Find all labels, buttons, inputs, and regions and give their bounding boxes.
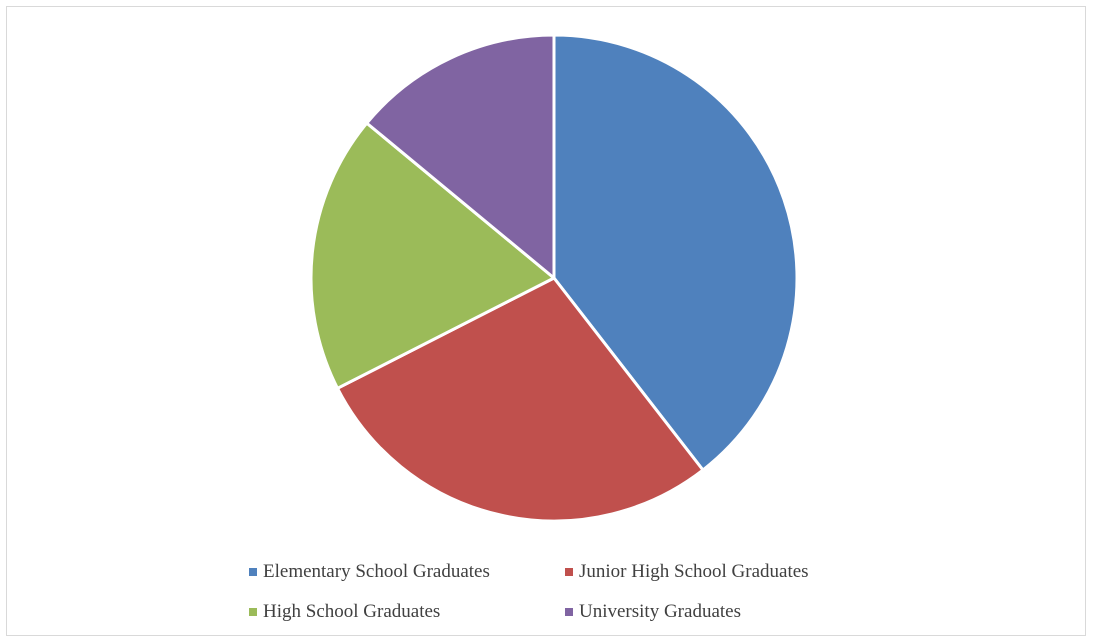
pie-slice-elementary — [552, 33, 799, 472]
pie-slice-high-school — [309, 121, 556, 390]
pie-slice-junior-high — [335, 276, 705, 523]
pie-slice-university — [365, 33, 556, 280]
